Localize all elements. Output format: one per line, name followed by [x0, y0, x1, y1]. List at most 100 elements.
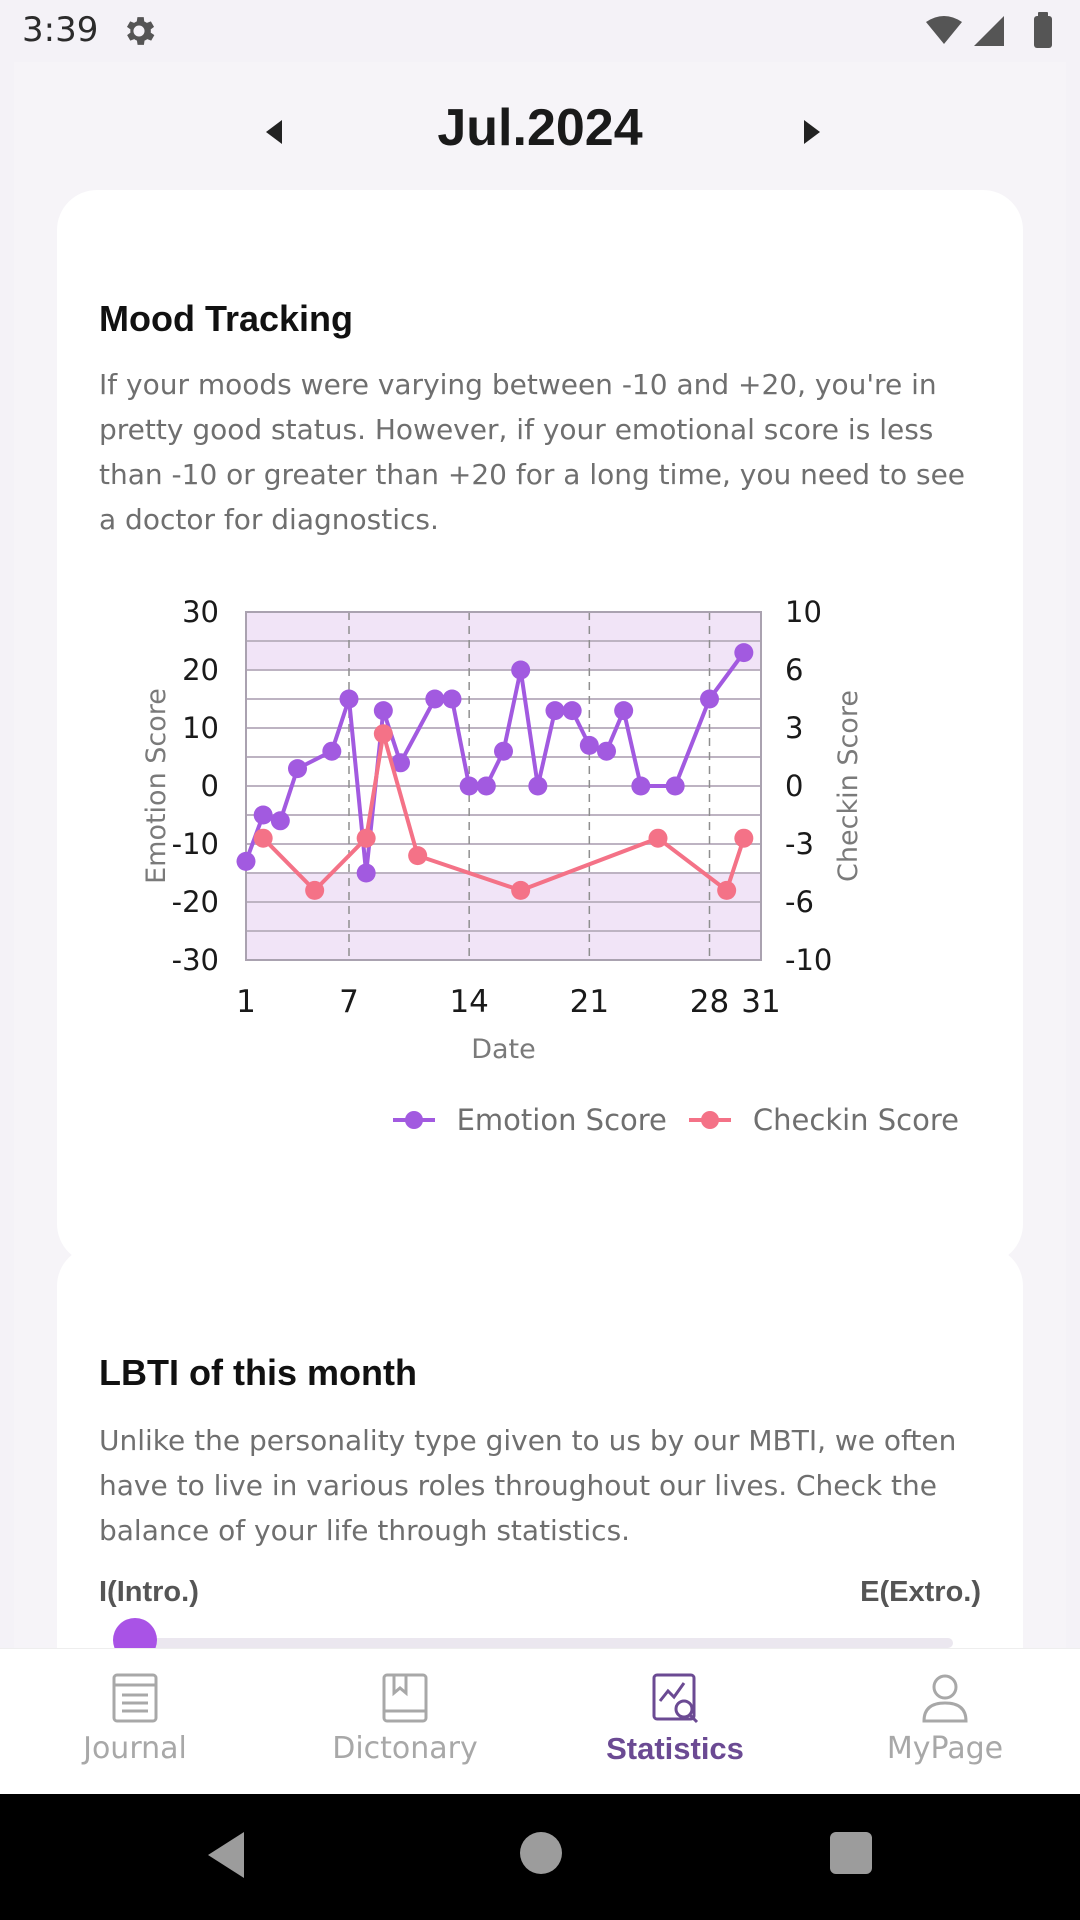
data-point-emotion [562, 701, 582, 721]
data-point-emotion [700, 689, 719, 709]
legend-swatch-emotion [392, 1111, 435, 1129]
legend-item-emotion[interactable]: Emotion Score [392, 1103, 667, 1137]
data-point-checkin [511, 880, 531, 900]
y-left-tick-label: 20 [182, 653, 219, 687]
y-left-tick-label: 10 [182, 711, 219, 745]
y-right-tick-label: 6 [785, 653, 803, 687]
data-point-emotion [545, 701, 565, 721]
x-axis-label: Date [471, 1034, 536, 1065]
nav-item-statistics[interactable]: Statistics [540, 1649, 810, 1795]
y-left-tick-label: -30 [172, 943, 219, 977]
nav-label-dictionary: Dictonary [332, 1731, 478, 1766]
nav-item-dictionary[interactable]: Dictonary [270, 1649, 540, 1795]
statistics-screen: Jul.2024 Mood Tracking If your moods wer… [14, 62, 1066, 1648]
data-point-emotion [356, 863, 376, 883]
mood-card-title: Mood Tracking [99, 298, 354, 339]
system-navigation-bar [0, 1794, 1080, 1920]
x-tick-label: 28 [690, 984, 729, 1020]
y-right-tick-label: -3 [785, 827, 814, 861]
data-point-emotion [339, 689, 359, 709]
data-point-emotion [614, 701, 634, 721]
battery-icon [1034, 16, 1052, 48]
nav-label-mypage: MyPage [886, 1731, 1004, 1766]
bookmark-book-icon [382, 1673, 428, 1723]
data-point-checkin [356, 828, 376, 848]
data-point-checkin [734, 828, 754, 848]
data-point-emotion [288, 759, 307, 779]
caret-left-icon[interactable] [254, 112, 294, 152]
chart-search-icon [652, 1673, 699, 1724]
legend-swatch-checkin [688, 1111, 731, 1129]
bottom-navigation: Journal Dictonary Statistics MyPage [0, 1648, 1080, 1794]
y-right-axis-label: Checkin Score [833, 690, 864, 882]
mood-tracking-card: Mood Tracking If your moods were varying… [57, 190, 1023, 1264]
recents-icon[interactable] [830, 1832, 872, 1874]
month-navigator: Jul.2024 [14, 62, 1066, 192]
legend-item-checkin[interactable]: Checkin Score [688, 1103, 959, 1137]
data-point-checkin [648, 828, 668, 848]
nav-label-journal: Journal [83, 1731, 187, 1766]
y-right-tick-label: 3 [785, 711, 803, 745]
x-tick-label: 21 [570, 984, 609, 1020]
status-bar: 3:39 [0, 0, 1080, 62]
data-point-emotion [579, 735, 599, 755]
nav-item-journal[interactable]: Journal [0, 1649, 270, 1795]
status-time: 3:39 [22, 10, 99, 50]
data-point-emotion [391, 753, 410, 773]
x-tick-label: 31 [741, 984, 780, 1020]
data-point-emotion [322, 741, 342, 761]
wifi-icon [926, 16, 962, 44]
journal-icon [112, 1673, 158, 1723]
home-icon[interactable] [520, 1832, 562, 1874]
slider-right-label: E(Extro.) [860, 1576, 981, 1608]
data-point-emotion [528, 776, 548, 796]
signal-icon [974, 16, 1004, 46]
data-point-checkin [253, 828, 273, 848]
back-icon[interactable] [204, 1830, 248, 1880]
data-point-checkin [305, 880, 325, 900]
gear-icon [126, 17, 155, 45]
plot-border [245, 611, 762, 961]
y-left-tick-label: -20 [172, 885, 219, 919]
y-right-tick-label: 10 [785, 595, 822, 629]
data-point-emotion [236, 851, 256, 871]
lbti-card: LBTI of this month Unlike the personalit… [57, 1246, 1023, 1648]
lbti-card-title: LBTI of this month [99, 1352, 417, 1393]
y-left-tick-label: -10 [172, 827, 219, 861]
data-point-emotion [631, 776, 651, 796]
data-point-emotion [442, 689, 462, 709]
legend-label-emotion: Emotion Score [456, 1103, 667, 1137]
data-point-emotion [734, 643, 754, 663]
y-left-tick-label: 30 [182, 595, 219, 629]
y-left-axis-label: Emotion Score [141, 688, 172, 884]
nav-item-mypage[interactable]: MyPage [810, 1649, 1080, 1795]
person-icon [922, 1674, 968, 1723]
data-point-checkin [373, 724, 393, 744]
data-point-checkin [408, 846, 428, 866]
data-point-emotion [425, 689, 445, 709]
lbti-slider-track[interactable] [127, 1638, 953, 1648]
caret-right-icon[interactable] [792, 112, 832, 152]
y-right-tick-label: -6 [785, 885, 814, 919]
x-tick-label: 14 [449, 984, 488, 1020]
lbti-slider-labels: I(Intro.) E(Extro.) [99, 1576, 981, 1616]
data-point-emotion [373, 701, 393, 721]
y-right-tick-label: -10 [785, 943, 832, 977]
slider-left-label: I(Intro.) [99, 1576, 199, 1608]
mood-card-description: If your moods were varying between -10 a… [99, 368, 966, 536]
lbti-slider-thumb[interactable] [113, 1618, 157, 1648]
y-right-tick-label: 0 [785, 769, 803, 803]
data-point-emotion [459, 776, 479, 796]
data-point-emotion [476, 776, 496, 796]
lbti-card-description: Unlike the personality type given to us … [99, 1424, 957, 1547]
legend-label-checkin: Checkin Score [752, 1103, 959, 1137]
status-icons [926, 12, 1052, 48]
data-point-emotion [665, 776, 685, 796]
data-point-checkin [717, 880, 737, 900]
month-label: Jul.2024 [437, 99, 643, 157]
data-point-emotion [494, 741, 513, 761]
chart-legend: Emotion Score Checkin Score [392, 1100, 959, 1140]
data-point-emotion [270, 811, 290, 831]
shaded-band [246, 873, 761, 960]
